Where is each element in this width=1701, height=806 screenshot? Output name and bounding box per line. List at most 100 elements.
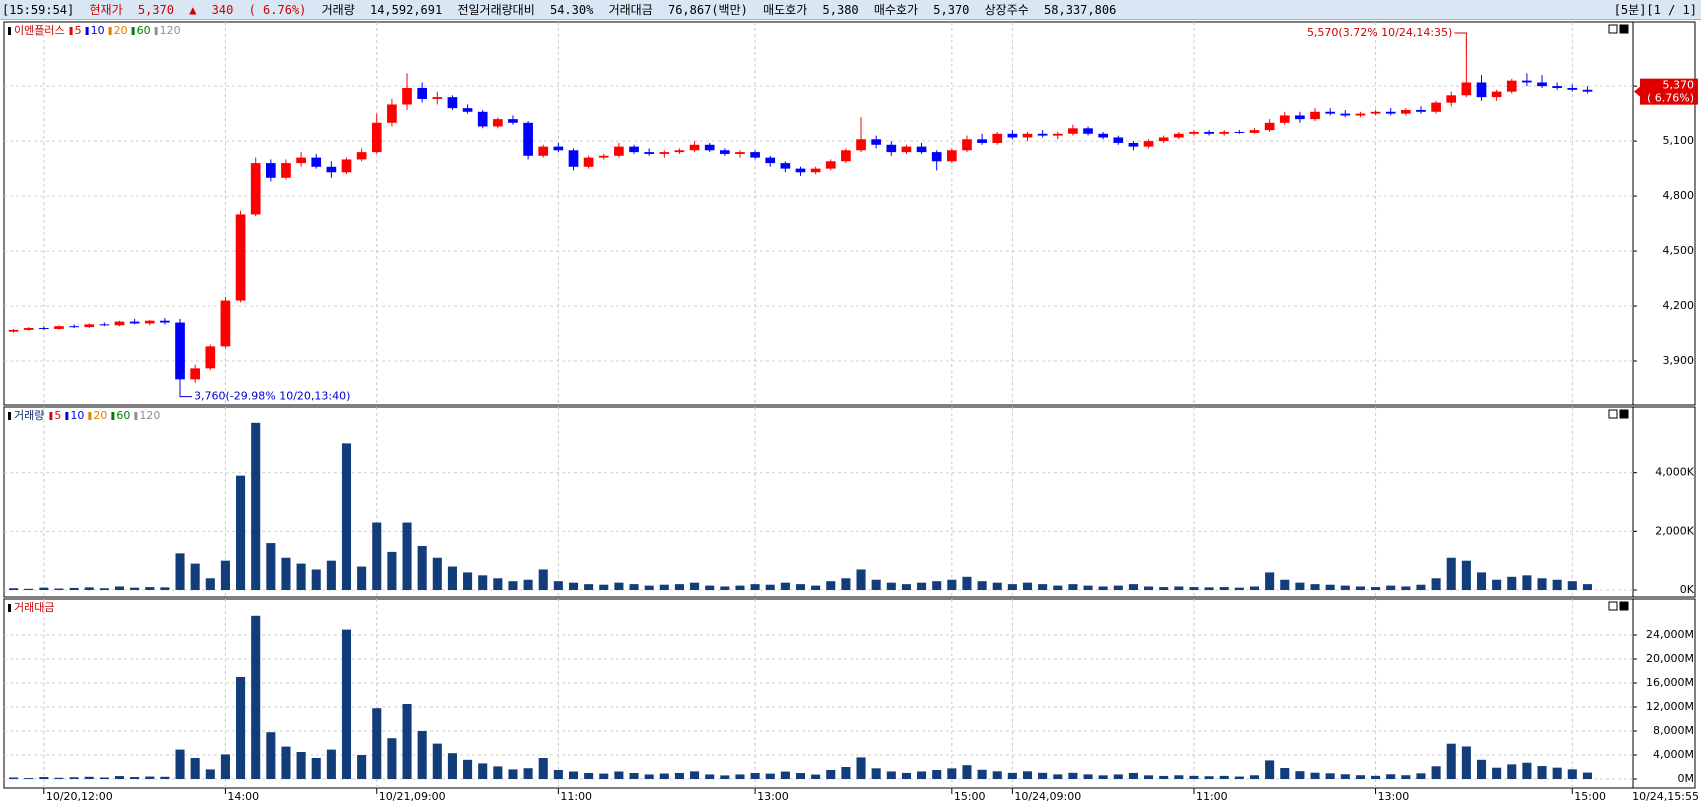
bar xyxy=(1582,584,1592,590)
bar xyxy=(674,772,684,779)
bar xyxy=(553,581,563,590)
x-tick-label: 10/24,09:00 xyxy=(1014,790,1081,803)
candle-body xyxy=(190,368,201,380)
arrow: ▲ xyxy=(189,3,197,17)
bar xyxy=(1476,572,1487,590)
bar xyxy=(326,560,336,590)
bar xyxy=(901,772,911,779)
bar xyxy=(1249,586,1260,590)
candle-body xyxy=(598,155,609,158)
bar xyxy=(130,777,140,779)
bar xyxy=(1522,575,1532,590)
bar xyxy=(1249,775,1260,779)
bar xyxy=(584,584,594,590)
bar xyxy=(357,566,367,590)
y-tick-label: 12,000M xyxy=(1646,700,1694,713)
candle-body xyxy=(931,152,942,162)
bar xyxy=(1492,579,1502,590)
bid: 5,370 xyxy=(933,3,970,17)
bar xyxy=(266,543,276,590)
bar xyxy=(1265,760,1275,779)
y-tick-label: 2,000K xyxy=(1655,524,1694,537)
bar xyxy=(493,578,503,590)
bar xyxy=(478,763,488,779)
bar xyxy=(659,773,669,779)
bar xyxy=(750,773,760,779)
candle-body xyxy=(719,150,730,154)
bar xyxy=(599,584,609,590)
candle-body xyxy=(810,168,821,173)
bar xyxy=(1159,775,1169,779)
bar xyxy=(1022,771,1033,779)
legend-swatch xyxy=(131,27,135,35)
bar xyxy=(1386,774,1396,779)
last-price: 5,370 xyxy=(1663,79,1695,92)
legend-swatch xyxy=(154,27,158,35)
bar xyxy=(1325,773,1335,779)
bar xyxy=(1310,584,1320,590)
candle-body xyxy=(462,108,473,112)
panel-button xyxy=(1619,24,1629,34)
y-tick-label: 8,000M xyxy=(1653,724,1694,737)
bar xyxy=(1204,587,1214,590)
period[interactable]: [5분][1 / 1] xyxy=(1613,3,1697,17)
candle-body xyxy=(1506,80,1517,92)
bar xyxy=(1461,746,1471,779)
candle-body xyxy=(674,150,685,153)
legend-swatch xyxy=(49,412,53,420)
candle-body xyxy=(523,122,533,156)
bar xyxy=(1189,587,1199,590)
candle-body xyxy=(1264,122,1275,131)
panel-frame xyxy=(3,406,1696,598)
bar xyxy=(1128,584,1138,590)
high-annotation: 5,570(3.72% 10/24,14:35) xyxy=(1307,26,1452,39)
legend-swatch xyxy=(69,27,73,35)
bar xyxy=(39,777,49,779)
y-tick-label: 4,800 xyxy=(1663,189,1695,202)
candle-body xyxy=(1340,113,1351,116)
x-tick-label: 10/20,12:00 xyxy=(46,790,113,803)
bar xyxy=(402,704,412,779)
bar xyxy=(856,757,866,779)
candle-body xyxy=(1052,133,1063,136)
bar xyxy=(705,774,715,779)
bar xyxy=(357,755,367,779)
legend-swatch xyxy=(88,412,92,420)
bar xyxy=(720,586,730,590)
candle-body xyxy=(689,144,700,151)
x-tick-label: 15:00 xyxy=(954,790,986,803)
bar xyxy=(568,771,579,779)
bar xyxy=(160,776,170,779)
bar xyxy=(387,738,397,779)
candle-body xyxy=(901,146,912,153)
candle-body xyxy=(114,321,125,326)
candle-body xyxy=(1537,82,1547,87)
bar xyxy=(523,579,533,590)
candle-body xyxy=(1446,95,1457,103)
candle-body xyxy=(341,159,352,173)
bar xyxy=(1204,776,1214,779)
candle-body xyxy=(1068,128,1078,134)
legend-ma-label: 20 xyxy=(114,24,128,37)
chart: 10/20,12:00 14:00 10/21,09:00 11:00 13:00 15:… xyxy=(3,21,1699,803)
bar xyxy=(1068,584,1078,590)
value: 76,867(백만) xyxy=(667,3,748,17)
bar xyxy=(236,475,246,590)
bar xyxy=(1113,585,1123,590)
bar xyxy=(9,777,19,779)
bar xyxy=(1340,585,1350,590)
panel-button xyxy=(1608,409,1618,419)
bar xyxy=(735,774,745,779)
bar xyxy=(1431,766,1441,779)
bar xyxy=(629,584,639,590)
last-price-box xyxy=(1640,78,1698,105)
candle-body xyxy=(1098,133,1109,138)
bar xyxy=(190,563,200,590)
bar xyxy=(1552,767,1562,779)
candle-body xyxy=(886,144,897,153)
bar xyxy=(811,774,821,779)
bar xyxy=(175,749,185,779)
candle-body xyxy=(1158,137,1169,142)
candle-body xyxy=(1476,82,1487,98)
legend-marker xyxy=(8,412,11,420)
